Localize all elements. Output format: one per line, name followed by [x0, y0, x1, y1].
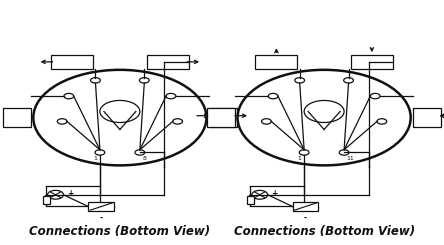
Bar [209, 108, 237, 127]
Bar [255, 55, 297, 69]
Bar [207, 108, 235, 127]
Bar [3, 108, 31, 127]
Bar [293, 202, 318, 211]
Text: Connections (Bottom View): Connections (Bottom View) [234, 225, 415, 238]
Text: -: - [99, 214, 103, 223]
Text: 1: 1 [297, 156, 301, 161]
Text: 8: 8 [143, 156, 147, 161]
Bar [88, 202, 114, 211]
Text: +: + [271, 189, 278, 198]
Bar [351, 55, 393, 69]
Text: 11: 11 [347, 156, 354, 161]
Text: Connections (Bottom View): Connections (Bottom View) [29, 225, 210, 238]
Bar [247, 196, 254, 204]
Bar [43, 196, 50, 204]
Bar [413, 108, 441, 127]
Text: -: - [304, 214, 307, 223]
Text: +: + [67, 189, 73, 198]
Text: 1: 1 [93, 156, 97, 161]
Bar [51, 55, 93, 69]
Bar [147, 55, 189, 69]
